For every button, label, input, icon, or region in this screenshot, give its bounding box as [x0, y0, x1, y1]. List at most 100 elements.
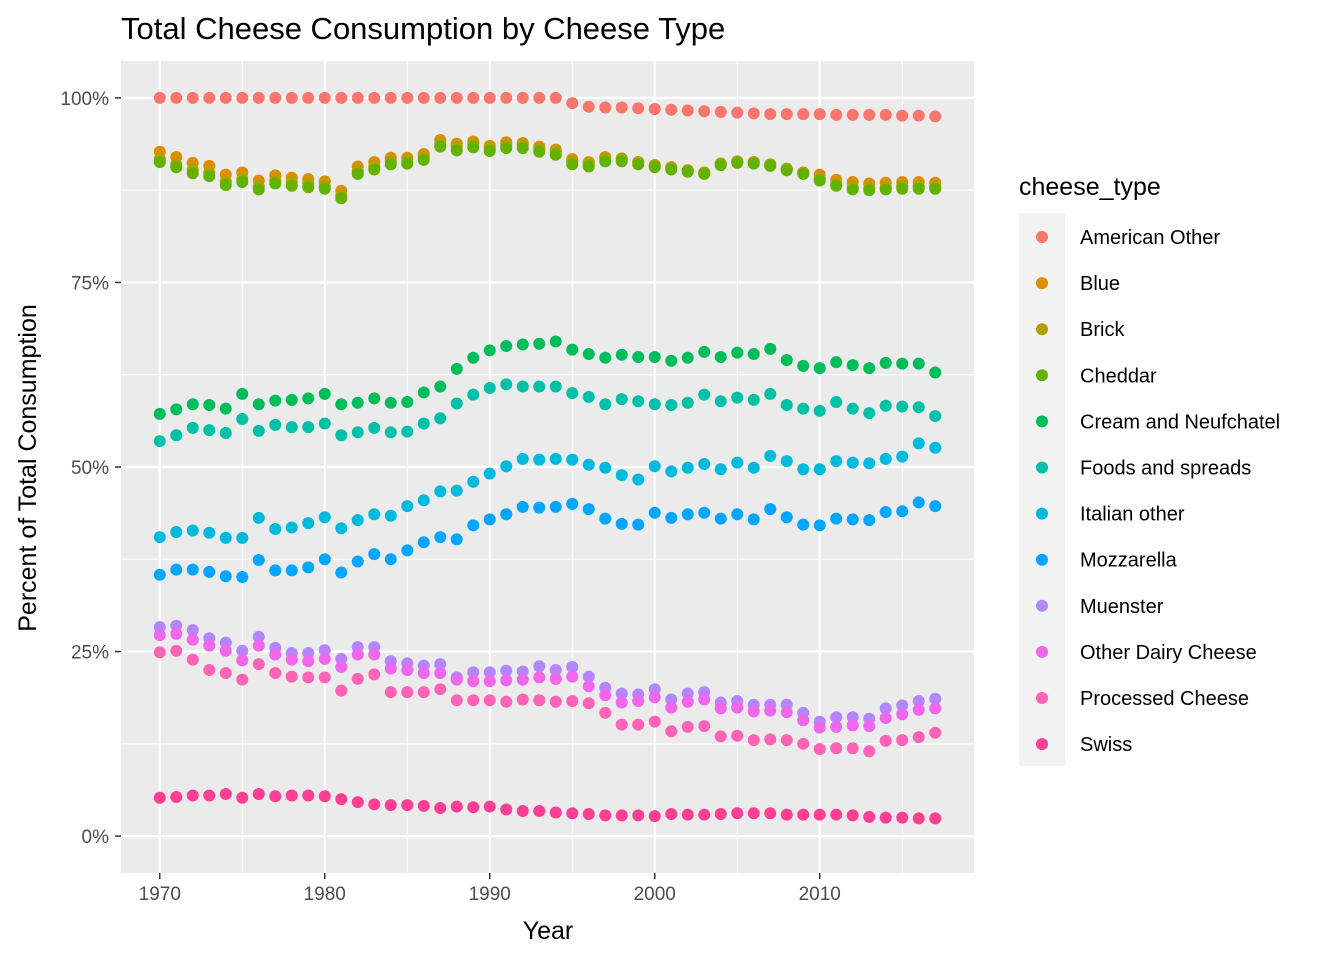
- point-cream-and-neufchatel: [335, 398, 348, 411]
- point-cheddar: [863, 184, 876, 197]
- point-cheddar: [467, 141, 480, 154]
- point-american-other: [285, 91, 298, 104]
- point-cheddar: [269, 177, 282, 190]
- legend-label: Processed Cheese: [1080, 688, 1249, 710]
- point-cheddar: [912, 182, 925, 195]
- point-american-other: [846, 108, 859, 121]
- legend-key: [1036, 277, 1048, 290]
- point-cheddar: [500, 142, 513, 155]
- point-cream-and-neufchatel: [896, 357, 909, 370]
- legend: cheese_type American Other Blue Brick Chedd…: [1019, 173, 1280, 766]
- point-processed-cheese: [698, 720, 711, 733]
- point-cream-and-neufchatel: [648, 351, 661, 364]
- point-cream-and-neufchatel: [549, 335, 562, 348]
- point-mozzarella: [401, 544, 414, 557]
- point-other-dairy-cheese: [599, 689, 612, 702]
- point-foods-and-spreads: [500, 378, 513, 391]
- point-american-other: [302, 91, 315, 104]
- point-cream-and-neufchatel: [665, 354, 678, 367]
- point-other-dairy-cheese: [318, 652, 331, 665]
- point-muenster: [566, 661, 579, 674]
- point-swiss: [252, 788, 265, 801]
- legend-label: Mozzarella: [1080, 550, 1178, 572]
- point-processed-cheese: [467, 694, 480, 707]
- point-cream-and-neufchatel: [203, 398, 216, 411]
- point-italian-other: [714, 463, 727, 476]
- point-cream-and-neufchatel: [599, 351, 612, 364]
- point-american-other: [863, 108, 876, 121]
- y-tick-label: 75%: [71, 273, 109, 294]
- point-mozzarella: [764, 503, 777, 516]
- point-cheddar: [318, 182, 331, 195]
- point-processed-cheese: [318, 671, 331, 684]
- point-foods-and-spreads: [335, 429, 348, 442]
- point-cheddar: [153, 156, 166, 169]
- point-other-dairy-cheese: [335, 661, 348, 674]
- legend-label: Brick: [1080, 319, 1125, 341]
- point-other-dairy-cheese: [714, 702, 727, 715]
- point-italian-other: [648, 460, 661, 473]
- point-mozzarella: [219, 570, 232, 583]
- point-foods-and-spreads: [153, 435, 166, 448]
- point-american-other: [434, 91, 447, 104]
- point-mozzarella: [648, 506, 661, 519]
- point-italian-other: [582, 458, 595, 471]
- point-cheddar: [764, 159, 777, 172]
- point-american-other: [681, 104, 694, 117]
- point-italian-other: [203, 526, 216, 539]
- point-cream-and-neufchatel: [351, 396, 364, 409]
- point-foods-and-spreads: [285, 421, 298, 434]
- point-american-other: [912, 109, 925, 122]
- point-processed-cheese: [764, 733, 777, 746]
- point-foods-and-spreads: [384, 426, 397, 439]
- point-processed-cheese: [269, 666, 282, 679]
- point-cheddar: [236, 176, 249, 189]
- point-mozzarella: [533, 501, 546, 514]
- point-processed-cheese: [830, 742, 843, 755]
- point-foods-and-spreads: [434, 412, 447, 425]
- point-muenster: [434, 658, 447, 671]
- point-foods-and-spreads: [170, 429, 183, 442]
- point-american-other: [335, 91, 348, 104]
- point-swiss: [335, 793, 348, 806]
- legend-key: [1036, 553, 1048, 566]
- point-foods-and-spreads: [368, 421, 381, 434]
- point-cheddar: [252, 183, 265, 196]
- point-muenster: [896, 699, 909, 712]
- point-other-dairy-cheese: [764, 704, 777, 717]
- point-muenster: [879, 702, 892, 715]
- point-mozzarella: [269, 564, 282, 577]
- point-other-dairy-cheese: [516, 673, 529, 686]
- point-italian-other: [813, 463, 826, 476]
- point-italian-other: [252, 511, 265, 524]
- point-swiss: [879, 811, 892, 824]
- point-cheddar: [714, 159, 727, 172]
- point-cheddar: [599, 155, 612, 168]
- point-cream-and-neufchatel: [780, 353, 793, 366]
- point-cheddar: [335, 192, 348, 205]
- point-processed-cheese: [632, 718, 645, 731]
- point-foods-and-spreads: [549, 380, 562, 393]
- point-swiss: [549, 806, 562, 819]
- point-italian-other: [533, 453, 546, 466]
- point-swiss: [236, 791, 249, 804]
- point-other-dairy-cheese: [929, 702, 942, 715]
- point-cream-and-neufchatel: [681, 351, 694, 364]
- point-swiss: [368, 798, 381, 811]
- point-cheddar: [896, 182, 909, 195]
- point-other-dairy-cheese: [846, 719, 859, 732]
- point-processed-cheese: [797, 737, 810, 750]
- point-italian-other: [846, 456, 859, 469]
- point-american-other: [747, 107, 760, 120]
- point-cheddar: [516, 142, 529, 155]
- point-cream-and-neufchatel: [813, 362, 826, 375]
- point-mozzarella: [434, 531, 447, 544]
- point-mozzarella: [714, 512, 727, 525]
- point-swiss: [863, 810, 876, 823]
- point-cheddar: [830, 179, 843, 192]
- point-american-other: [203, 91, 216, 104]
- point-other-dairy-cheese: [186, 633, 199, 646]
- point-cream-and-neufchatel: [186, 398, 199, 411]
- point-american-other: [764, 108, 777, 121]
- point-mozzarella: [665, 511, 678, 524]
